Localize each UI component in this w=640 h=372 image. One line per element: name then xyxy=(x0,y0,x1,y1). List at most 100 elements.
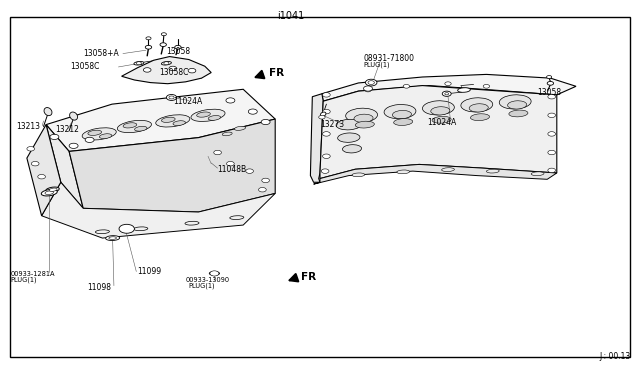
Ellipse shape xyxy=(134,126,147,131)
Ellipse shape xyxy=(185,221,199,225)
Text: J : 00.13: J : 00.13 xyxy=(599,352,630,361)
Ellipse shape xyxy=(134,227,148,231)
Circle shape xyxy=(166,94,177,100)
Ellipse shape xyxy=(336,119,362,130)
Ellipse shape xyxy=(354,114,373,122)
Circle shape xyxy=(246,169,253,173)
Ellipse shape xyxy=(397,170,410,174)
Ellipse shape xyxy=(442,168,454,171)
Ellipse shape xyxy=(88,130,102,135)
Circle shape xyxy=(321,169,329,173)
Circle shape xyxy=(214,150,221,155)
Ellipse shape xyxy=(106,235,120,241)
Ellipse shape xyxy=(49,188,57,191)
Polygon shape xyxy=(42,182,275,238)
Ellipse shape xyxy=(208,116,221,120)
Ellipse shape xyxy=(461,98,493,112)
Ellipse shape xyxy=(82,128,116,140)
Circle shape xyxy=(50,134,59,140)
Circle shape xyxy=(188,68,196,73)
Ellipse shape xyxy=(134,61,144,65)
Circle shape xyxy=(548,168,556,173)
Ellipse shape xyxy=(44,108,52,116)
Ellipse shape xyxy=(486,169,499,173)
Ellipse shape xyxy=(117,121,152,132)
Ellipse shape xyxy=(45,191,54,195)
Circle shape xyxy=(31,161,39,166)
Circle shape xyxy=(136,62,141,65)
Ellipse shape xyxy=(355,121,374,128)
Circle shape xyxy=(164,62,169,65)
Circle shape xyxy=(323,109,330,114)
Polygon shape xyxy=(27,125,61,216)
Circle shape xyxy=(547,81,554,85)
Circle shape xyxy=(38,174,45,179)
Circle shape xyxy=(483,84,490,88)
Circle shape xyxy=(323,154,330,158)
Text: 11048B: 11048B xyxy=(218,165,247,174)
Ellipse shape xyxy=(222,132,232,136)
Ellipse shape xyxy=(173,121,186,125)
Circle shape xyxy=(143,68,151,72)
Ellipse shape xyxy=(352,173,365,177)
Circle shape xyxy=(146,37,151,40)
Circle shape xyxy=(161,33,166,36)
Text: 13058+A: 13058+A xyxy=(83,49,119,58)
Ellipse shape xyxy=(499,95,531,109)
Ellipse shape xyxy=(161,61,172,65)
Circle shape xyxy=(548,113,556,118)
Circle shape xyxy=(169,66,177,71)
Text: FR: FR xyxy=(301,272,316,282)
Text: i1041: i1041 xyxy=(278,11,305,21)
Polygon shape xyxy=(310,94,323,182)
Circle shape xyxy=(160,43,166,46)
Circle shape xyxy=(548,150,556,155)
Circle shape xyxy=(403,84,410,88)
Circle shape xyxy=(259,187,266,192)
Circle shape xyxy=(226,98,235,103)
Ellipse shape xyxy=(123,123,137,128)
Ellipse shape xyxy=(469,104,488,112)
Ellipse shape xyxy=(209,272,220,275)
Text: 08931-71800: 08931-71800 xyxy=(364,54,415,63)
Ellipse shape xyxy=(432,116,451,123)
Circle shape xyxy=(365,88,371,92)
Circle shape xyxy=(445,93,449,95)
Ellipse shape xyxy=(156,115,190,127)
Ellipse shape xyxy=(45,187,60,192)
Circle shape xyxy=(319,115,325,119)
Polygon shape xyxy=(69,119,275,212)
Text: 13212: 13212 xyxy=(55,125,79,134)
Text: 13058: 13058 xyxy=(538,88,562,97)
Circle shape xyxy=(323,132,330,136)
Circle shape xyxy=(227,161,234,166)
Ellipse shape xyxy=(95,230,109,234)
Text: 11099: 11099 xyxy=(138,267,162,276)
Circle shape xyxy=(365,79,377,86)
Circle shape xyxy=(548,94,556,99)
Circle shape xyxy=(210,271,219,276)
Text: 00933-13090: 00933-13090 xyxy=(186,277,230,283)
Ellipse shape xyxy=(384,105,416,119)
Circle shape xyxy=(368,81,374,84)
Ellipse shape xyxy=(338,133,360,142)
Text: 11024A: 11024A xyxy=(173,97,203,106)
Ellipse shape xyxy=(394,119,413,125)
Polygon shape xyxy=(322,74,576,101)
Ellipse shape xyxy=(392,110,412,119)
Ellipse shape xyxy=(70,112,77,120)
Circle shape xyxy=(445,82,451,86)
Polygon shape xyxy=(314,164,557,184)
Text: 13273: 13273 xyxy=(320,120,344,129)
Text: 13058: 13058 xyxy=(166,47,191,56)
Ellipse shape xyxy=(191,109,225,121)
Circle shape xyxy=(547,76,552,78)
Text: 11098: 11098 xyxy=(87,283,111,292)
Ellipse shape xyxy=(346,108,378,122)
Ellipse shape xyxy=(196,112,211,117)
Text: FR: FR xyxy=(269,68,284,78)
Circle shape xyxy=(85,137,94,142)
Text: 13213: 13213 xyxy=(16,122,40,131)
Ellipse shape xyxy=(321,112,326,116)
Text: 00933-1281A: 00933-1281A xyxy=(10,271,55,277)
